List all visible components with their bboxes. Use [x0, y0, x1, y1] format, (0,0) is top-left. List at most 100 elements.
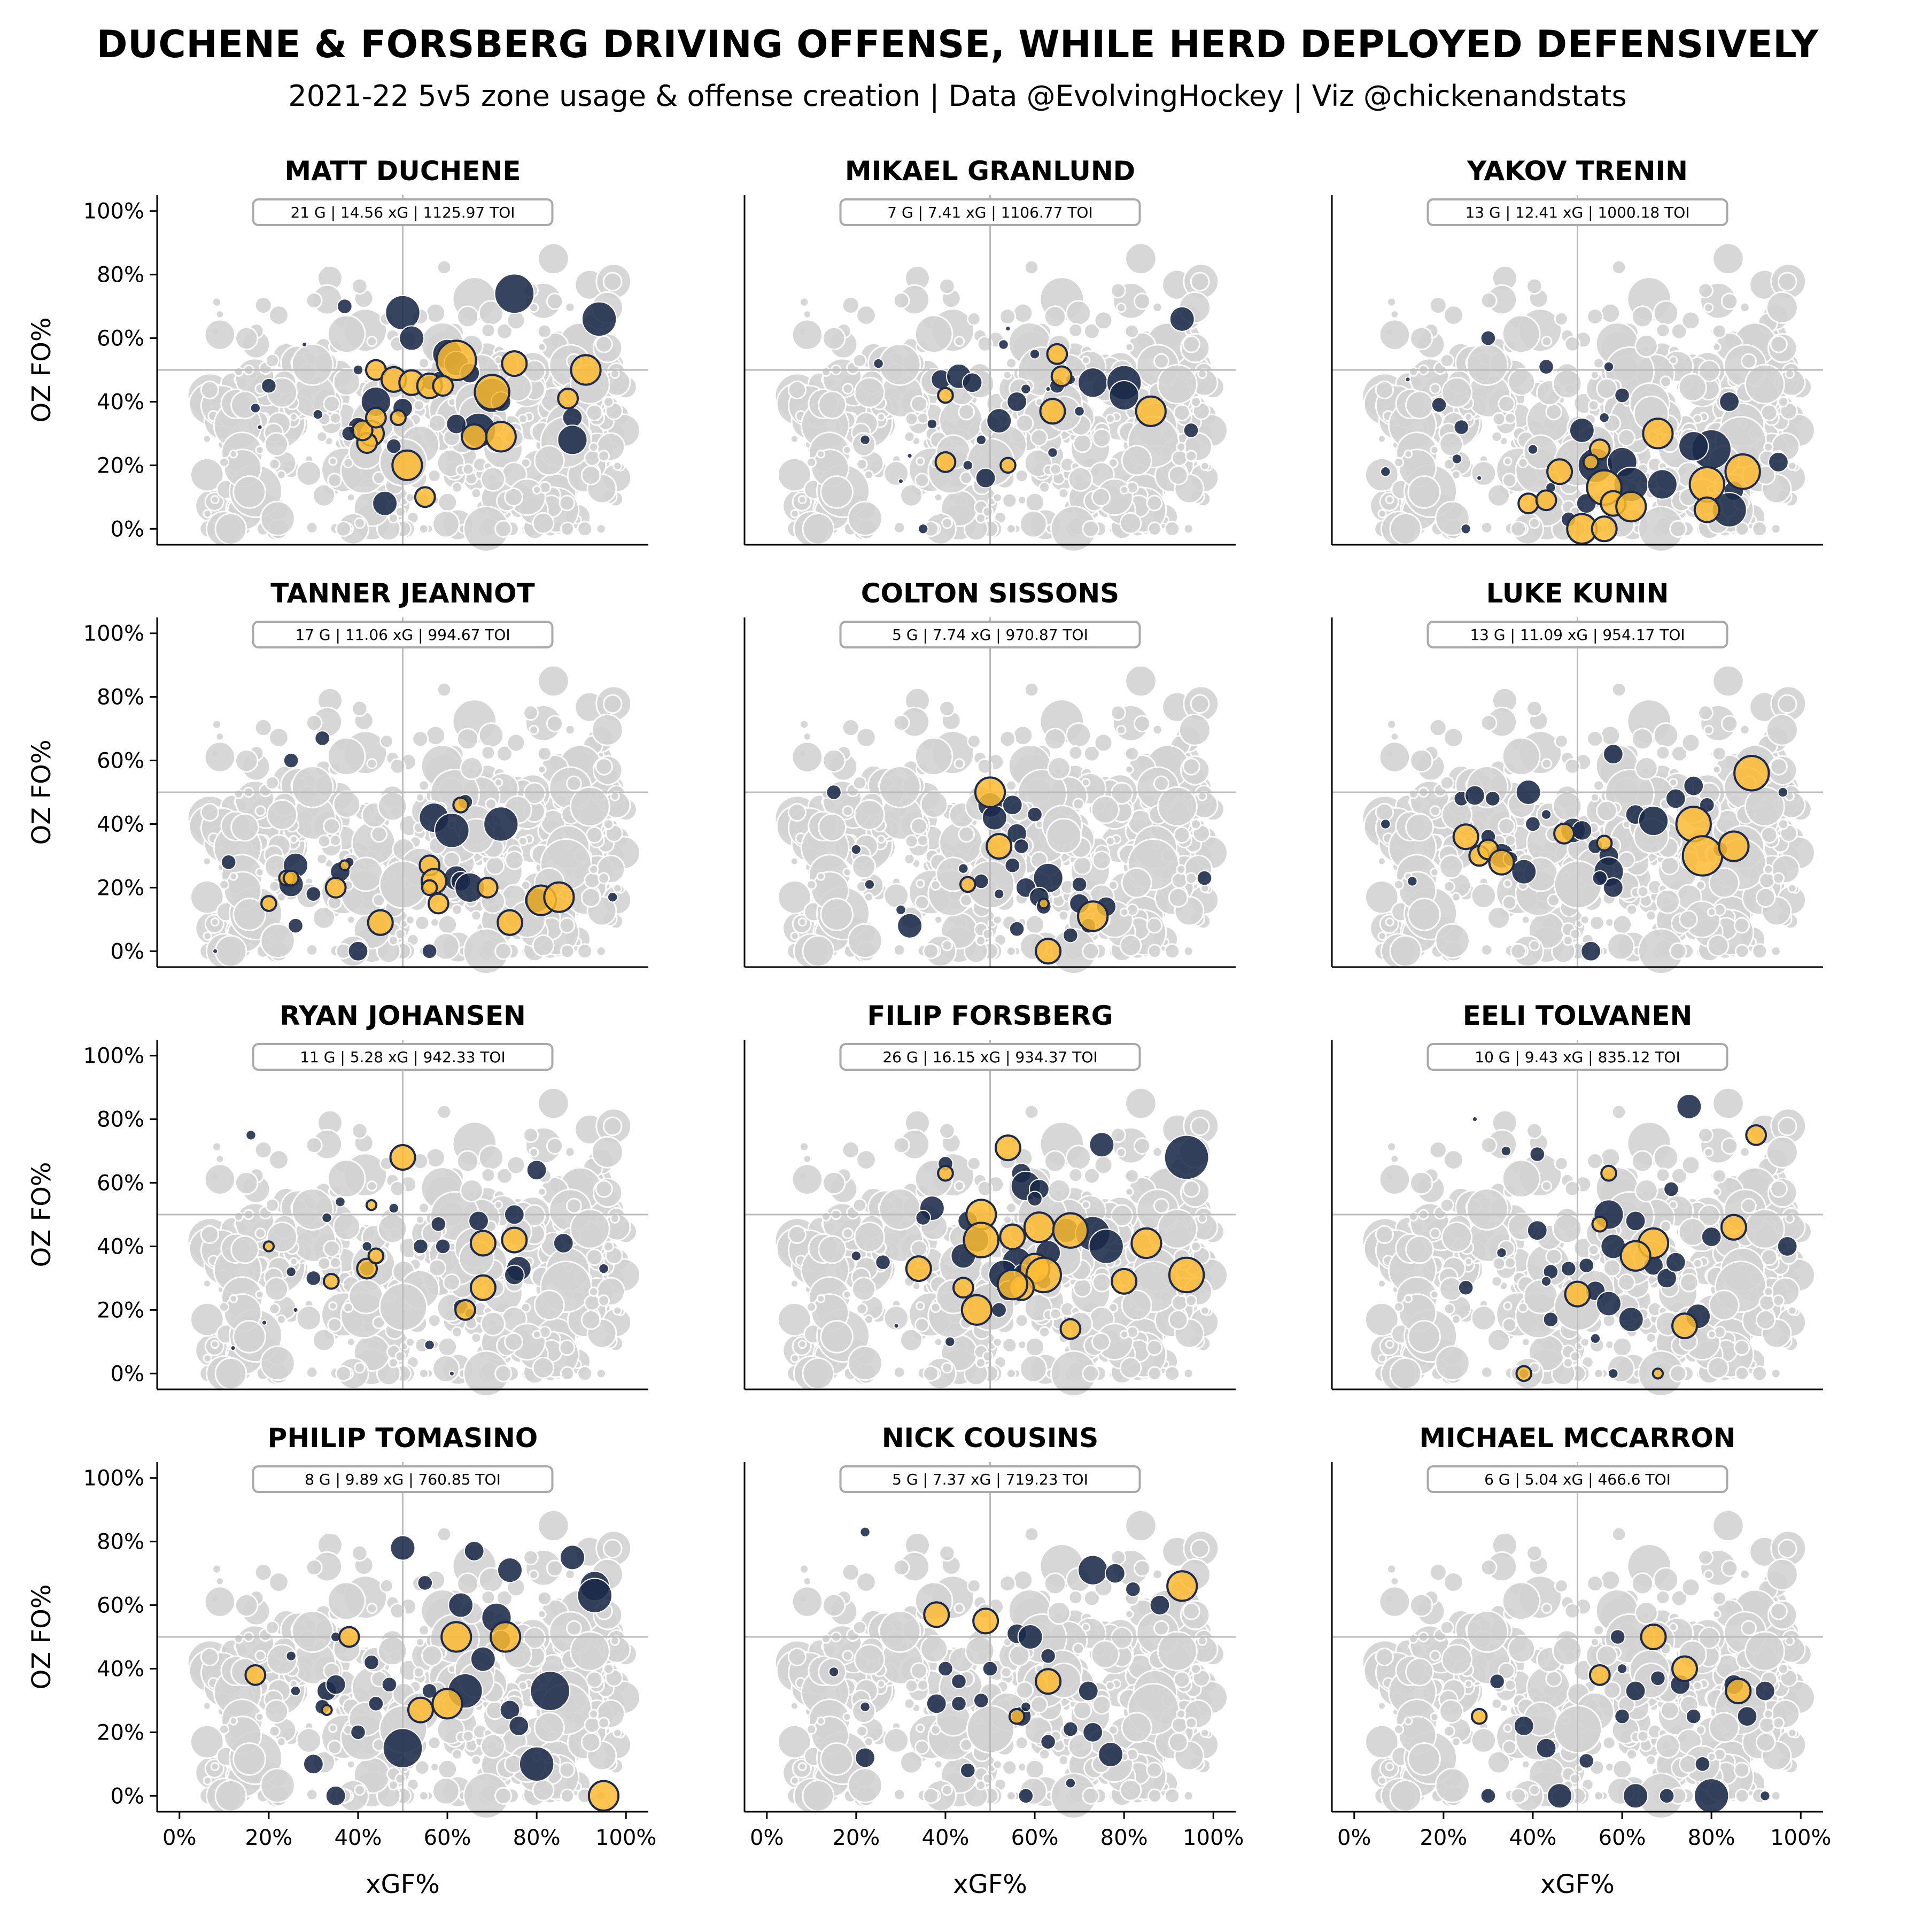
background-point	[254, 805, 267, 817]
goal-point	[414, 486, 436, 508]
background-point	[1480, 944, 1493, 956]
background-point	[1175, 442, 1187, 452]
background-point	[1734, 944, 1750, 959]
background-point	[1116, 302, 1127, 313]
player-point	[557, 424, 588, 455]
player-point	[1009, 921, 1025, 937]
background-point	[343, 1302, 354, 1313]
background-point	[841, 718, 860, 737]
background-point	[327, 1317, 343, 1333]
background-point	[1019, 510, 1048, 538]
background-point	[405, 492, 415, 503]
goal-point	[999, 1223, 1026, 1250]
goal-point	[461, 423, 488, 450]
background-point	[916, 879, 925, 888]
background-point	[595, 523, 607, 535]
background-point	[856, 727, 877, 748]
background-point	[1586, 730, 1604, 748]
background-point	[505, 850, 524, 870]
background-point	[1065, 1145, 1092, 1171]
player-point	[413, 1238, 429, 1255]
background-point	[1541, 758, 1553, 769]
background-point	[856, 458, 868, 470]
background-point	[233, 789, 244, 799]
player-point	[245, 1130, 257, 1141]
background-point	[914, 473, 930, 488]
background-point	[1480, 292, 1498, 310]
background-point	[1147, 1366, 1162, 1381]
background-points	[774, 242, 1228, 552]
background-point	[546, 292, 564, 310]
background-point	[480, 466, 506, 492]
player-point	[285, 1266, 297, 1278]
background-point	[893, 521, 906, 534]
background-point	[584, 450, 601, 467]
background-point	[939, 700, 956, 717]
background-point	[470, 1332, 482, 1344]
background-point	[893, 944, 906, 956]
background-point	[1498, 817, 1516, 835]
y-tick-label: 0%	[111, 517, 144, 542]
background-point	[1504, 1256, 1517, 1269]
background-point	[470, 488, 482, 499]
background-point	[1541, 336, 1553, 347]
background-point	[559, 1339, 576, 1356]
background-point	[1200, 461, 1210, 471]
background-point	[1712, 1087, 1745, 1120]
background-point	[517, 413, 528, 424]
background-point	[219, 457, 230, 468]
background-point	[1125, 1187, 1134, 1197]
background-point	[305, 714, 323, 732]
player-point	[1004, 857, 1021, 874]
background-point	[1058, 910, 1069, 922]
background-point	[1015, 414, 1034, 432]
background-point	[1390, 1154, 1400, 1164]
y-tick-label: 0%	[111, 939, 144, 964]
background-point	[1092, 850, 1112, 870]
background-point	[264, 432, 289, 457]
background-point	[802, 1154, 812, 1164]
background-point	[1038, 1326, 1051, 1338]
background-point	[495, 322, 513, 340]
background-point	[219, 1301, 230, 1312]
background-point	[877, 834, 886, 844]
y-tick-label: 100%	[83, 622, 144, 646]
background-point	[802, 934, 835, 968]
background-point	[517, 836, 528, 846]
background-point	[883, 883, 910, 909]
background-point	[437, 492, 458, 513]
background-point	[1390, 732, 1400, 741]
background-point	[1092, 1272, 1112, 1293]
goal-point	[570, 354, 602, 386]
background-point	[1377, 931, 1387, 941]
background-point	[1770, 1368, 1781, 1379]
background-point	[1164, 943, 1181, 960]
background-point	[1669, 942, 1687, 960]
background-point	[1058, 488, 1069, 499]
background-point	[335, 1365, 352, 1382]
background-point	[1182, 758, 1200, 776]
background-point	[917, 834, 929, 847]
background-point	[478, 722, 505, 748]
background-point	[822, 326, 846, 351]
player-point	[1169, 306, 1195, 332]
goal-point	[365, 406, 387, 429]
stats-label: 13 G | 12.41 xG | 1000.18 TOI	[1465, 204, 1689, 221]
background-point	[939, 277, 956, 295]
player-point	[1614, 387, 1630, 404]
background-point	[953, 1180, 965, 1192]
background-point	[1025, 492, 1045, 513]
background-point	[1681, 1155, 1701, 1175]
background-point	[1073, 1278, 1092, 1298]
background-point	[1637, 885, 1649, 898]
background-point	[842, 1227, 854, 1239]
background-point	[1733, 917, 1750, 934]
player-point	[850, 1250, 862, 1262]
player-point	[1592, 870, 1608, 886]
background-point	[999, 730, 1017, 748]
player-point	[1020, 383, 1032, 395]
y-axis-label: OZ FO%	[27, 740, 57, 845]
background-point	[1407, 475, 1441, 509]
background-point	[413, 399, 425, 412]
